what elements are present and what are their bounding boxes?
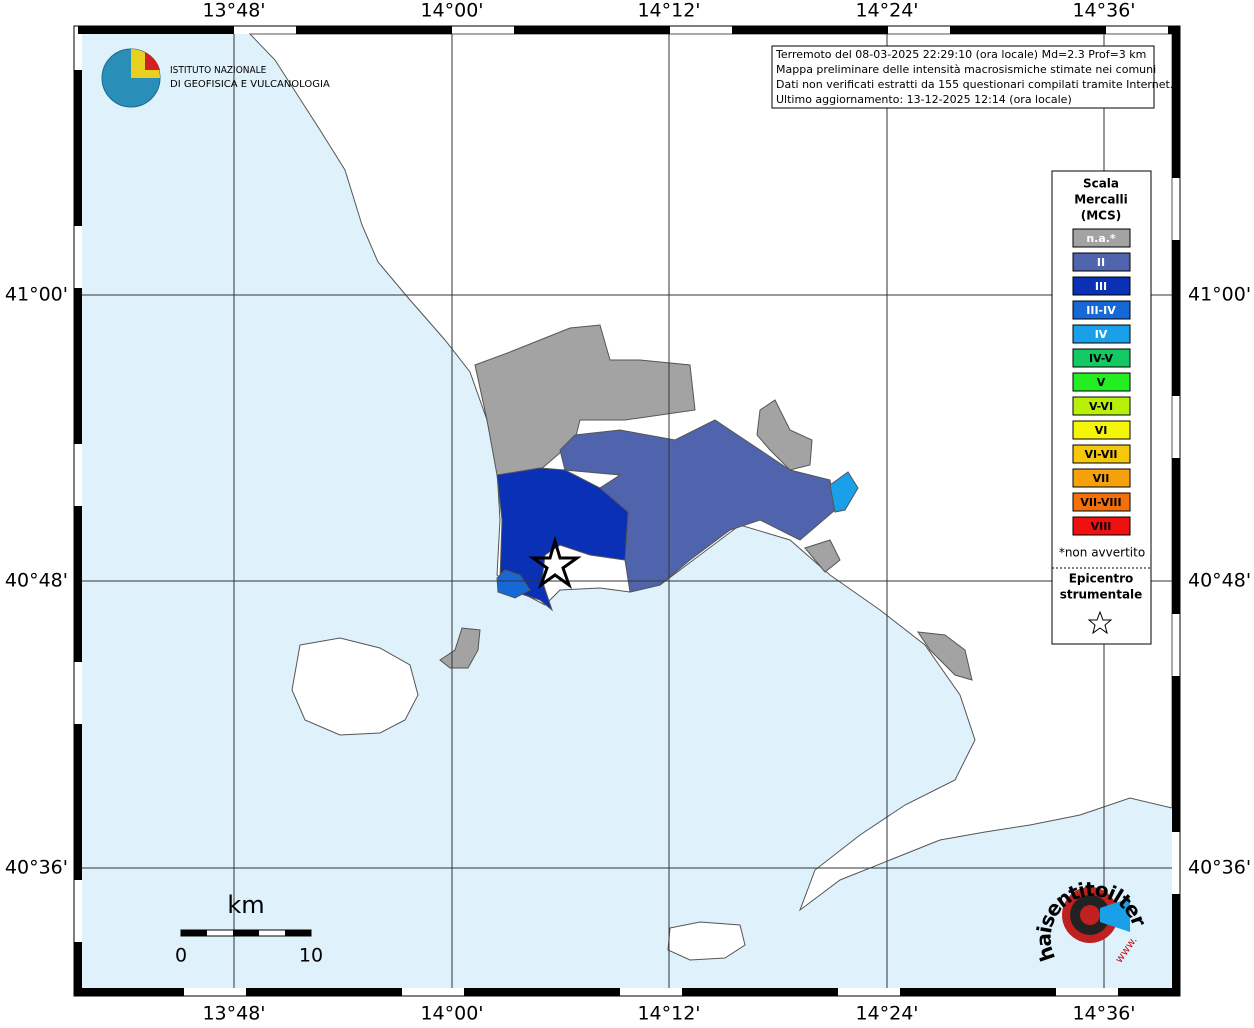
area-na [804,539,841,573]
epicenter-star [528,535,582,589]
latitude-label: 41°00' [1188,284,1251,306]
info-box: Terremoto del 08-03-2025 22:29:10 (ora l… [771,45,1173,109]
ingv-logo: ISTITUTO NAZIONALE DI GEOFISICA E VULCAN… [101,48,330,108]
legend-swatch [1072,372,1131,392]
info-line: Mappa preliminare delle intensità macros… [776,63,1156,76]
legend-swatch [1072,348,1131,368]
area-iii-iv [496,569,531,599]
longitude-label: 14°00' [420,0,483,22]
legend-swatch [1072,492,1131,512]
longitude-label: 14°36' [1072,1003,1135,1025]
frame-outline [73,25,1181,997]
info-line: Terremoto del 08-03-2025 22:29:10 (ora l… [775,48,1146,61]
latitude-label: 41°00' [5,284,68,306]
latitude-label: 40°36' [1188,857,1251,879]
procida-island [439,627,481,669]
legend-label: VI [1095,424,1108,437]
legend-note: *non avvertito [1059,546,1145,560]
legend-title: (MCS) [1081,209,1122,223]
legend-label: III [1095,280,1107,293]
legend-swatch [1072,324,1131,344]
coordinate-labels: 13°48' 13°48' 14°00' 14°00' 14°12' 14°12' 14°2… [5,0,1251,1025]
longitude-label: 14°24' [855,0,918,22]
legend-title: Mercalli [1074,193,1128,207]
latitude-label: 40°36' [5,857,68,879]
area-iv [829,471,859,513]
longitude-label: 14°12' [637,0,700,22]
longitude-label: 14°00' [420,1003,483,1025]
latitude-label: 40°48' [1188,570,1251,592]
legend-label: IV-V [1089,352,1114,365]
legend-label: V-VI [1089,400,1113,413]
info-line: Ultimo aggiornamento: 13-12-2025 12:14 (… [776,93,1072,106]
epicenter-label: Epicentro [1069,572,1134,586]
legend-label: VIII [1091,520,1112,533]
legend-swatch [1072,300,1131,320]
ischia-island [291,637,419,736]
longitude-label: 13°48' [202,0,265,22]
legend-swatch [1072,468,1131,488]
scale-end: 10 [299,945,323,967]
legend-label: VI-VII [1084,448,1117,461]
institute-name: DI GEOFISICA E VULCANOLOGIA [170,79,330,90]
latitude-label: 40°48' [5,570,68,592]
map-frame [74,26,1180,996]
legend-swatch [1072,276,1131,296]
legend-swatch [1072,444,1131,464]
legend-label: VII [1093,472,1110,485]
legend-label: n.a.* [1086,232,1116,245]
legend-label: III-IV [1086,304,1116,317]
legend-swatch [1072,396,1131,416]
scale-unit: km [227,891,264,919]
institute-name: ISTITUTO NAZIONALE [170,65,267,76]
longitude-label: 14°36' [1072,0,1135,22]
longitude-label: 14°24' [855,1003,918,1025]
epicenter-label: strumentale [1060,588,1143,602]
legend-label: II [1097,256,1105,269]
longitude-label: 14°12' [637,1003,700,1025]
legend-label: V [1097,376,1106,389]
legend: ScalaMercalli(MCS)n.a.*IIIIIIII-IVIVIV-V… [1051,170,1152,645]
area-na [756,399,813,471]
longitude-label: 13°48' [202,1003,265,1025]
scale-bar: km 0 10 [175,891,323,967]
legend-title: Scala [1083,177,1119,191]
legend-swatch [1072,516,1131,536]
legend-swatch [1072,228,1131,248]
legend-label: VII-VIII [1080,496,1121,509]
legend-swatch [1072,420,1131,440]
legend-swatch [1072,252,1131,272]
legend-label: IV [1095,328,1108,341]
info-line: Dati non verificati estratti da 155 ques… [776,78,1173,91]
capri-island [667,921,746,961]
area-na [916,631,973,681]
scale-start: 0 [175,945,187,967]
